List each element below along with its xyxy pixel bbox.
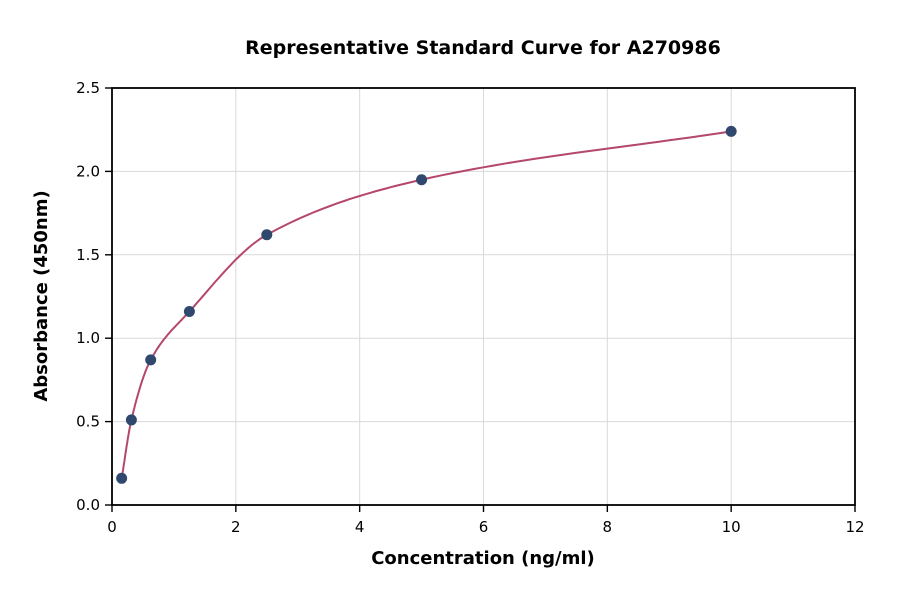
y-axis-label: Absorbance (450nm) — [31, 190, 52, 401]
x-tick-label: 12 — [845, 518, 864, 536]
y-tick-label: 0.5 — [76, 413, 100, 431]
data-point — [116, 472, 128, 484]
x-tick-label: 2 — [231, 518, 241, 536]
axis-ticks — [105, 87, 856, 512]
y-tick-label: 1.0 — [76, 329, 100, 347]
y-tick-label: 2.0 — [76, 162, 100, 180]
x-tick-label: 6 — [479, 518, 489, 536]
data-point — [125, 414, 137, 426]
x-tick-label: 10 — [722, 518, 741, 536]
y-tick-label: 1.5 — [76, 246, 100, 264]
data-point — [725, 125, 737, 137]
data-points — [116, 125, 737, 484]
fit-curve — [120, 130, 733, 480]
y-tick-label: 2.5 — [76, 79, 100, 97]
y-tick-label: 0.0 — [76, 496, 100, 514]
x-tick-label: 0 — [107, 518, 117, 536]
data-point — [145, 354, 157, 366]
x-tick-label: 4 — [355, 518, 365, 536]
data-point — [261, 229, 273, 241]
grid-lines — [111, 87, 856, 506]
fit-curve-path — [120, 130, 733, 480]
data-point — [416, 174, 428, 186]
chart-title: Representative Standard Curve for A27098… — [245, 37, 721, 59]
x-tick-label: 8 — [603, 518, 613, 536]
tick-labels: 0 2 4 6 8 10 12 0.0 0.5 1.0 1.5 2.0 2.5 — [76, 79, 864, 536]
x-axis-label: Concentration (ng/ml) — [371, 548, 595, 569]
data-point — [183, 306, 195, 318]
